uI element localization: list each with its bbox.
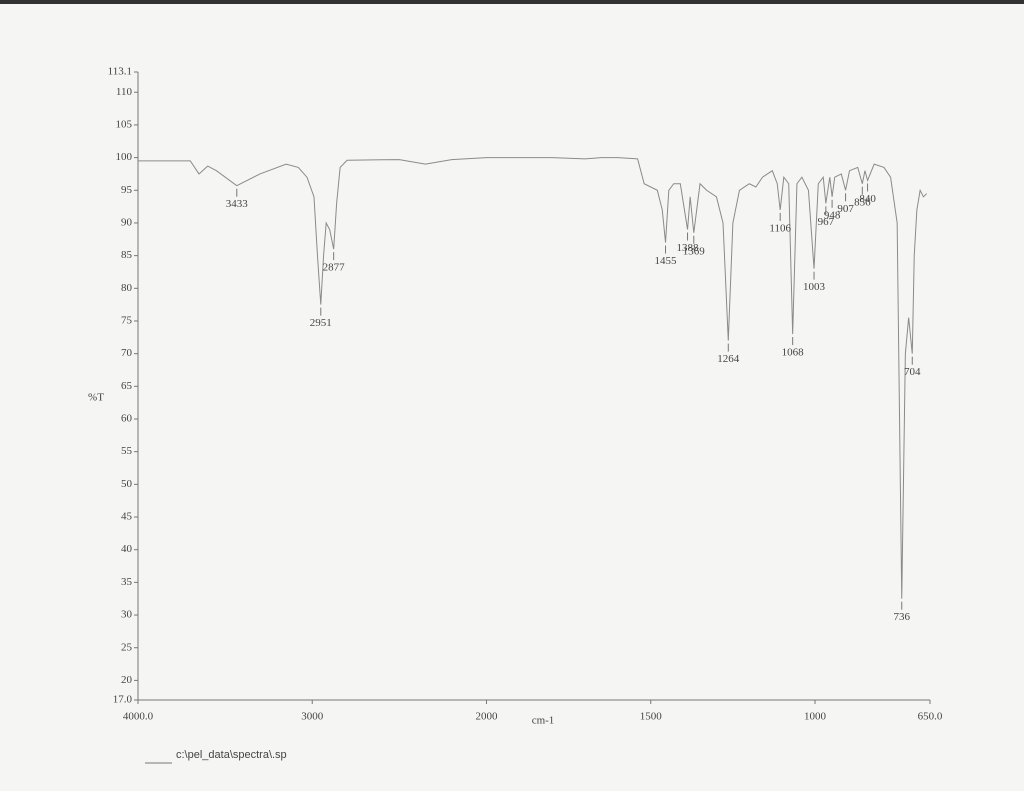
peak-label: 907 xyxy=(837,203,854,215)
y-tick-label: 60 xyxy=(121,413,133,425)
y-tick-label: 65 xyxy=(121,380,133,392)
y-tick-label: 70 xyxy=(121,347,133,359)
peak-label: 1369 xyxy=(683,245,706,257)
peak-label: 1455 xyxy=(655,255,678,267)
peak-label: 1106 xyxy=(769,222,791,234)
y-tick-label: 85 xyxy=(121,249,133,261)
x-tick-label: 3000 xyxy=(301,711,324,723)
x-tick-label: 4000.0 xyxy=(123,711,154,723)
y-tick-label: 20 xyxy=(121,674,133,686)
peak-label: 1264 xyxy=(717,353,740,365)
y-tick-label: 95 xyxy=(121,184,133,196)
peak-label: 2951 xyxy=(310,317,332,329)
scan-edge xyxy=(0,0,1024,4)
footer-path: c:\pel_data\spectra\.sp xyxy=(176,749,287,761)
x-tick-label: 650.0 xyxy=(918,711,943,723)
y-tick-label: 40 xyxy=(121,543,133,555)
x-tick-label: 1000 xyxy=(804,711,827,723)
peak-label: 856 xyxy=(854,196,871,208)
y-tick-label: 105 xyxy=(116,118,133,130)
peak-label: 2877 xyxy=(323,262,346,274)
peak-label: 736 xyxy=(893,611,910,623)
x-tick-label: 2000 xyxy=(475,711,498,723)
y-tick-label: 113.1 xyxy=(108,66,132,78)
y-tick-label: 17.0 xyxy=(113,694,133,706)
peak-label: 1068 xyxy=(782,347,805,359)
peak-label: 704 xyxy=(904,366,921,378)
peak-label: 948 xyxy=(824,209,841,221)
y-tick-label: 25 xyxy=(121,641,133,653)
x-tick-label: 1500 xyxy=(640,711,663,723)
y-tick-label: 90 xyxy=(121,216,133,228)
y-tick-label: 80 xyxy=(121,282,133,294)
y-tick-label: 30 xyxy=(121,609,133,621)
spectrum-line xyxy=(138,157,928,599)
y-axis-label: %T xyxy=(88,392,104,404)
x-axis-label: cm-1 xyxy=(532,715,555,727)
y-tick-label: 75 xyxy=(121,315,133,327)
y-tick-label: 50 xyxy=(121,478,133,490)
y-tick-label: 110 xyxy=(116,86,133,98)
y-tick-label: 100 xyxy=(116,151,133,163)
y-tick-label: 55 xyxy=(121,445,133,457)
peak-label: 1003 xyxy=(803,281,826,293)
peak-label: 3433 xyxy=(226,198,249,210)
y-tick-label: 45 xyxy=(121,511,133,523)
y-tick-label: 35 xyxy=(121,576,133,588)
peak-label: 967 xyxy=(818,216,835,228)
peak-label: 840 xyxy=(859,193,876,205)
peak-label: 1388 xyxy=(677,242,700,254)
